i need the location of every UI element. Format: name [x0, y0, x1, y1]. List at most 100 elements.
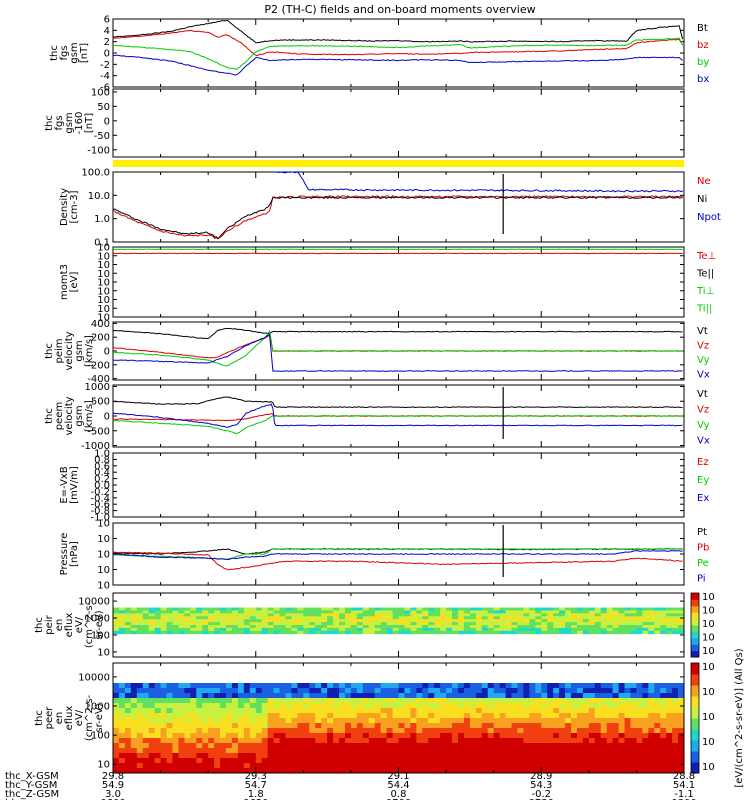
heatmap-cell [404, 688, 411, 694]
heatmap-cell [505, 723, 512, 729]
heatmap-cell [505, 748, 512, 754]
heatmap-cell [249, 688, 257, 694]
heatmap-cell [660, 733, 667, 739]
heatmap-cell [642, 698, 649, 704]
heatmap-cell [285, 683, 292, 689]
heatmap-cell [410, 758, 417, 764]
heatmap-cell [499, 688, 506, 694]
heatmap-cell [273, 683, 280, 689]
heatmap-cell [285, 693, 292, 699]
heatmap-cell [166, 630, 173, 635]
heatmap-cell [541, 630, 548, 635]
heatmap-cell [636, 616, 643, 620]
heatmap-cell [190, 610, 197, 614]
heatmap-cell [208, 683, 215, 689]
heatmap-cell [422, 733, 429, 739]
heatmap-cell [541, 723, 548, 729]
heatmap-cell [344, 610, 352, 614]
heatmap-cell [339, 758, 346, 764]
heatmap-cell [196, 630, 203, 635]
heatmap-cell [594, 713, 602, 719]
heatmap-cell [517, 683, 524, 689]
heatmap-cell [113, 619, 120, 623]
heatmap-cell [285, 698, 292, 704]
heatmap-cell [410, 613, 417, 617]
heatmap-cell [469, 683, 477, 689]
heatmap-cell [618, 625, 625, 629]
heatmap-cell [202, 703, 209, 709]
heatmap-cell [237, 698, 245, 704]
heatmap-cell [136, 610, 144, 614]
heatmap-cell [226, 733, 233, 739]
heatmap-cell [463, 763, 471, 769]
heatmap-cell [630, 718, 637, 724]
heatmap-cell [600, 703, 608, 709]
heatmap-cell [475, 627, 483, 632]
heatmap-cell [237, 728, 245, 734]
y-tick-label: -0.2 [90, 487, 110, 498]
heatmap-cell [672, 625, 679, 629]
heatmap-cell [565, 688, 572, 694]
heatmap-cell [434, 768, 441, 774]
heatmap-cell [315, 625, 322, 629]
heatmap-cell [499, 625, 506, 629]
heatmap-cell [392, 763, 399, 769]
heatmap-cell [660, 610, 667, 614]
heatmap-cell [237, 713, 245, 719]
heatmap-cell [446, 622, 453, 626]
heatmap-cell [576, 733, 584, 739]
heatmap-cell [303, 630, 310, 635]
heatmap-cell [672, 703, 679, 709]
heatmap-cell [416, 763, 423, 769]
heatmap-cell [392, 613, 399, 617]
heatmap-cell [481, 683, 489, 689]
heatmap-cell [511, 703, 518, 709]
heatmap-cell [422, 753, 429, 759]
y-axis-label: eV/ [74, 616, 85, 633]
heatmap-cell [481, 728, 489, 734]
y-tick-label: -2 [100, 60, 110, 71]
heatmap-cell [148, 622, 156, 626]
heatmap-cell [368, 613, 376, 617]
heatmap-cell [142, 703, 150, 709]
heatmap-cell [243, 698, 251, 704]
heatmap-cell [594, 627, 602, 632]
heatmap-cell [285, 630, 292, 635]
heatmap-cell [404, 763, 411, 769]
heatmap-cell [559, 622, 566, 626]
heatmap-cell [166, 718, 173, 724]
heatmap-cell [452, 713, 459, 719]
heatmap-cell [237, 688, 245, 694]
heatmap-cell [196, 723, 203, 729]
heatmap-cell [541, 713, 548, 719]
heatmap-cell [499, 733, 506, 739]
heatmap-cell [535, 728, 542, 734]
heatmap-cell [118, 703, 126, 709]
heatmap-cell [136, 622, 144, 626]
heatmap-cell [333, 703, 340, 709]
heatmap-cell [636, 693, 643, 699]
heatmap-cell [380, 625, 388, 629]
heatmap-cell [124, 728, 132, 734]
heatmap-cell [196, 738, 203, 744]
heatmap-cell [297, 763, 304, 769]
heatmap-cell [404, 738, 411, 744]
y-tick-label: 0.8 [94, 455, 110, 466]
heatmap-cell [356, 703, 364, 709]
heatmap-cell [469, 763, 477, 769]
heatmap-cell [648, 693, 655, 699]
heatmap-cell [202, 693, 209, 699]
heatmap-cell [547, 733, 554, 739]
heatmap-cell [226, 718, 233, 724]
heatmap-cell [505, 708, 512, 714]
heatmap-cell [279, 616, 286, 620]
heatmap-cell [434, 733, 441, 739]
colorbar-label: [eV/(cm^2-s-sr-eV)] (All Qs) [734, 648, 745, 787]
heatmap-cell [624, 688, 631, 694]
heatmap-cell [350, 619, 358, 623]
heatmap-cell [374, 619, 382, 623]
heatmap-cell [457, 630, 465, 635]
heatmap-cell [582, 713, 590, 719]
heatmap-cell [529, 610, 536, 614]
heatmap-cell [541, 753, 548, 759]
